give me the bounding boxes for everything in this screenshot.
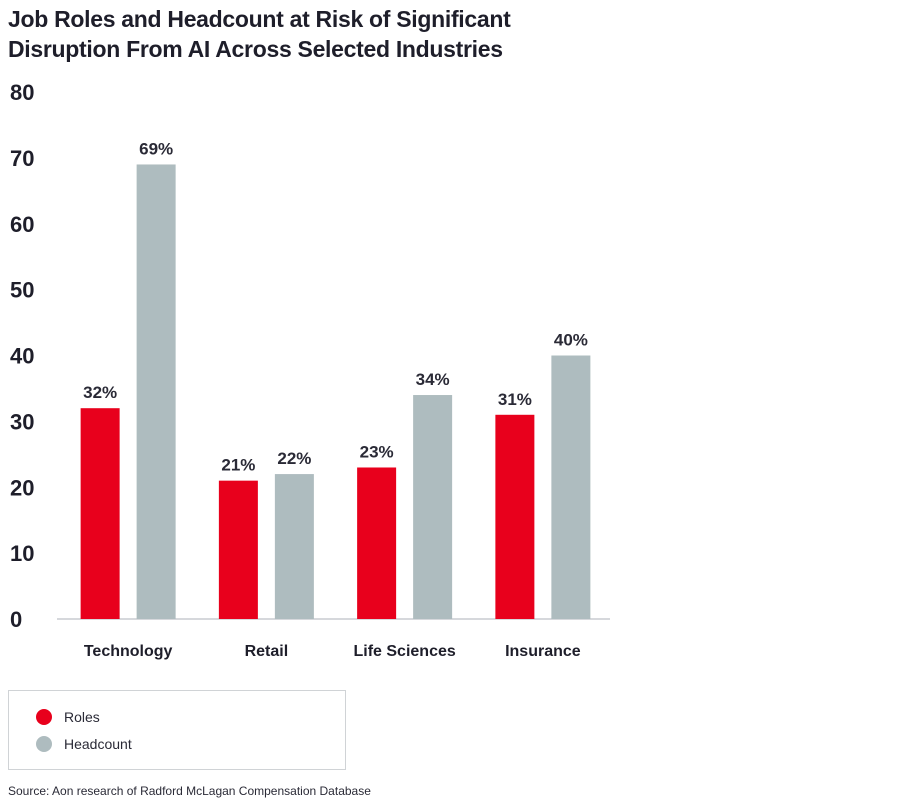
chart-title-line-2: Disruption From AI Across Selected Indus… bbox=[8, 36, 503, 62]
data-label-headcount-technology: 69% bbox=[139, 139, 173, 158]
bar-headcount-life-sciences bbox=[413, 395, 453, 619]
chart-title: Job Roles and Headcount at Risk of Signi… bbox=[8, 4, 608, 64]
y-tick-label-30: 30 bbox=[10, 409, 34, 434]
data-label-headcount-insurance: 40% bbox=[554, 331, 588, 350]
bar-chart: 0 10 20 30 40 50 60 70 80 32% 69% Technology 21% 22% R… bbox=[10, 80, 610, 660]
data-label-roles-retail: 21% bbox=[221, 456, 255, 475]
bar-headcount-retail bbox=[274, 474, 314, 619]
data-label-headcount-retail: 22% bbox=[277, 449, 311, 468]
legend-swatch-roles bbox=[36, 709, 52, 725]
bar-roles-retail bbox=[218, 480, 258, 619]
data-label-roles-insurance: 31% bbox=[498, 390, 532, 409]
legend-item-roles: Roles bbox=[36, 707, 100, 727]
y-tick-label-20: 20 bbox=[10, 475, 34, 500]
data-label-headcount-life-sciences: 34% bbox=[416, 370, 450, 389]
legend-item-headcount: Headcount bbox=[36, 734, 132, 754]
bar-headcount-insurance bbox=[551, 355, 591, 619]
data-label-roles-technology: 32% bbox=[83, 383, 117, 402]
data-label-roles-life-sciences: 23% bbox=[360, 442, 394, 461]
y-tick-label-50: 50 bbox=[10, 278, 34, 303]
y-tick-label-80: 80 bbox=[10, 80, 34, 105]
legend: Roles Headcount bbox=[8, 690, 346, 770]
bar-roles-technology bbox=[80, 408, 120, 619]
source-note: Source: Aon research of Radford McLagan … bbox=[8, 784, 371, 798]
chart-title-line-1: Job Roles and Headcount at Risk of Signi… bbox=[8, 6, 511, 32]
x-tick-label-technology: Technology bbox=[84, 643, 173, 660]
x-tick-label-insurance: Insurance bbox=[505, 643, 581, 660]
y-tick-label-60: 60 bbox=[10, 212, 34, 237]
y-tick-label-40: 40 bbox=[10, 344, 34, 369]
bar-roles-life-sciences bbox=[357, 467, 397, 619]
bar-headcount-technology bbox=[136, 164, 176, 619]
x-tick-label-life-sciences: Life Sciences bbox=[353, 643, 455, 660]
legend-label-roles: Roles bbox=[64, 709, 100, 725]
legend-label-headcount: Headcount bbox=[64, 736, 132, 752]
legend-swatch-headcount bbox=[36, 736, 52, 752]
y-tick-label-70: 70 bbox=[10, 146, 34, 171]
x-tick-label-retail: Retail bbox=[245, 643, 289, 660]
y-tick-label-10: 10 bbox=[10, 541, 34, 566]
bar-roles-insurance bbox=[495, 414, 535, 619]
y-tick-label-0: 0 bbox=[10, 607, 22, 632]
